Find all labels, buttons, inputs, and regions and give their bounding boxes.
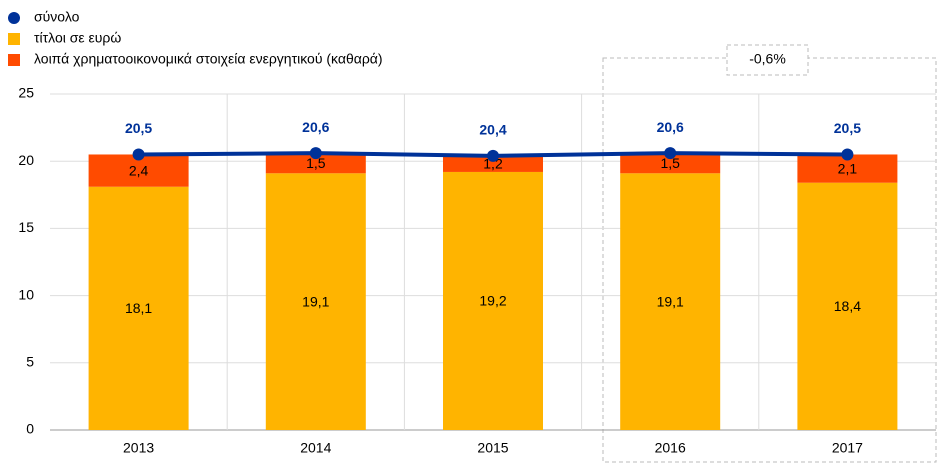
line-point	[487, 149, 499, 162]
bar-segment	[797, 182, 898, 430]
y-tick-label: 20	[18, 152, 34, 168]
y-tick-label: 25	[18, 85, 34, 101]
line-label: 20,4	[479, 122, 506, 138]
line-point	[309, 147, 322, 160]
line-label: 20,6	[657, 119, 684, 135]
bar-label: 1,5	[660, 155, 680, 171]
bar-label: 19,1	[302, 293, 329, 309]
x-tick-label: 2017	[832, 440, 863, 456]
bar-segment	[443, 171, 543, 430]
bar-segment	[443, 155, 543, 172]
line-label: 20,5	[834, 120, 861, 136]
line-label: 20,6	[302, 119, 329, 135]
bar-segment	[88, 186, 189, 430]
highlight-box	[602, 57, 937, 463]
line-label: 20,5	[125, 120, 152, 136]
bar-segment	[265, 173, 366, 430]
bar-label: 1,2	[483, 156, 503, 172]
x-tick-label: 2015	[477, 440, 508, 456]
y-tick-label: 15	[18, 219, 34, 235]
bar-label: 18,1	[125, 300, 152, 316]
line-point	[132, 148, 145, 161]
bar-label: 18,4	[834, 298, 861, 314]
y-tick-label: 10	[18, 286, 34, 302]
line-point	[664, 147, 677, 160]
annotation: -0,6%	[749, 51, 786, 67]
bar-label: 19,1	[657, 293, 684, 309]
legend-label: λοιπά χρηματοοικονομικά στοιχεία ενεργητ…	[34, 51, 383, 67]
legend-marker	[8, 33, 20, 45]
bar-label: 1,5	[306, 155, 326, 171]
bar-label: 2,1	[838, 160, 858, 176]
x-tick-label: 2013	[123, 440, 154, 456]
legend-marker	[8, 12, 20, 24]
legend-marker	[8, 54, 20, 66]
bar-segment	[620, 153, 721, 174]
y-tick-label: 0	[26, 421, 34, 437]
bar-segment	[265, 153, 366, 174]
line-point	[841, 148, 854, 161]
bar-label: 19,2	[479, 293, 506, 309]
x-tick-label: 2014	[300, 440, 331, 456]
legend-label: τίτλοι σε ευρώ	[34, 30, 121, 46]
bar-segment	[620, 173, 721, 430]
annotation-box	[726, 44, 809, 76]
y-tick-label: 5	[26, 354, 34, 370]
legend-label: σύνολο	[34, 9, 80, 25]
bar-label: 2,4	[129, 162, 149, 178]
x-tick-label: 2016	[655, 440, 686, 456]
